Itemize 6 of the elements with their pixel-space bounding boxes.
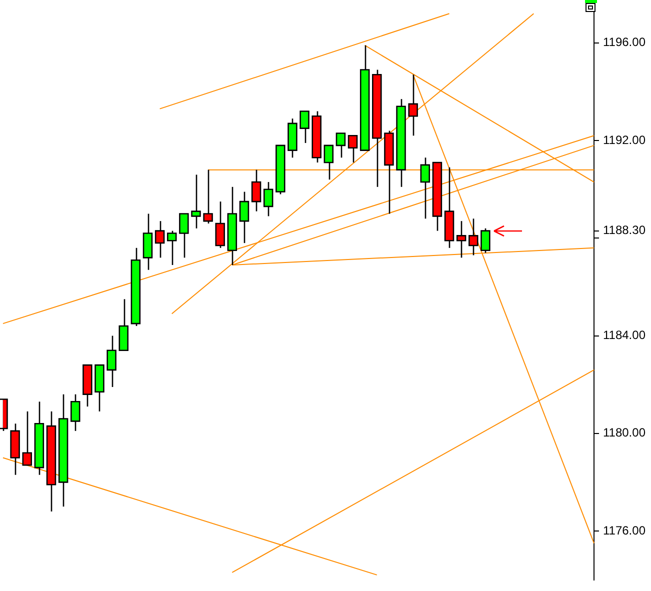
y-tick-label: 1180.00 — [603, 426, 646, 440]
y-tick-label: 1188.30 — [603, 223, 646, 238]
y-tick-label: 1184.00 — [603, 328, 646, 342]
y-tick-label: 1192.00 — [603, 132, 646, 147]
y-tick-label: 1196.00 — [603, 35, 646, 50]
y-tick-label: 1176.00 — [603, 523, 646, 538]
